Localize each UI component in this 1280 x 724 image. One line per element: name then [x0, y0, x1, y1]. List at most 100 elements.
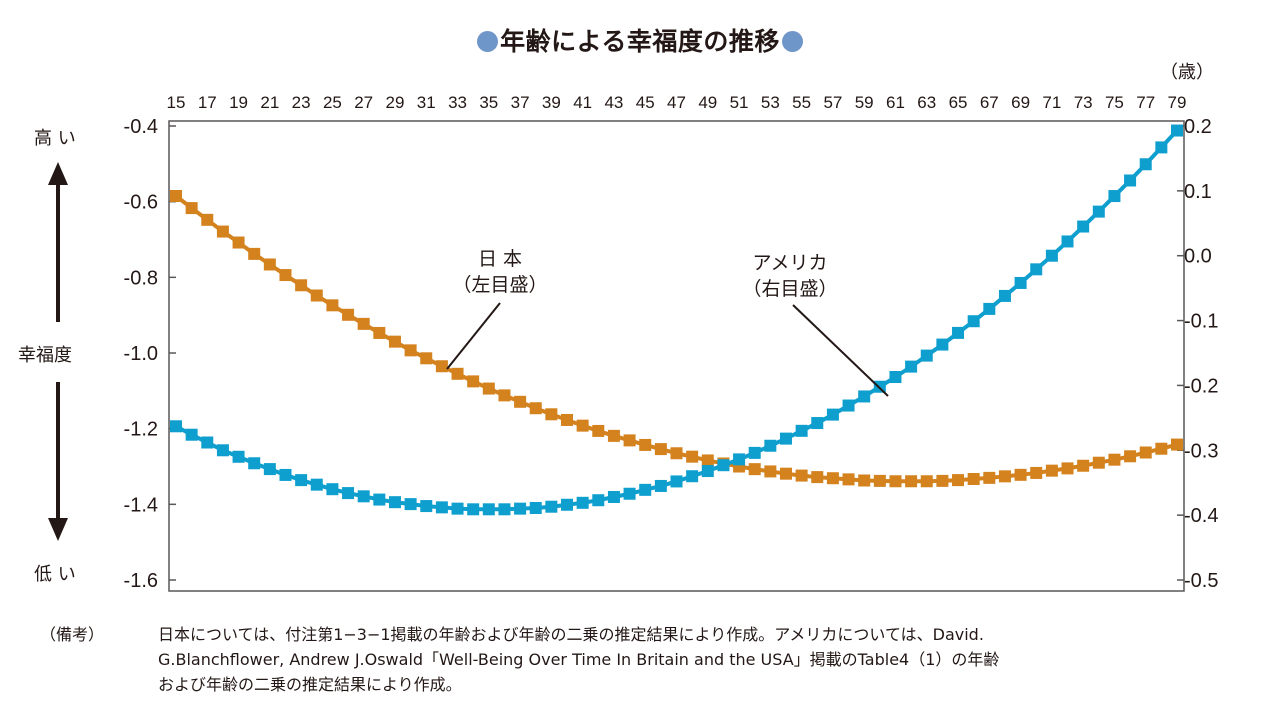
x-tick-label: 79	[1168, 93, 1187, 112]
left-tick-label: -0.8	[124, 267, 158, 289]
usa-marker	[717, 459, 730, 472]
japan-marker	[858, 474, 871, 487]
x-tick-label: 63	[917, 93, 936, 112]
left-tick-label: -1.0	[124, 343, 158, 365]
usa-marker	[1014, 276, 1027, 289]
usa-marker	[420, 500, 433, 513]
x-tick-labels: 15 17 19 21 23 25 27 29 31 33 35 37 39 41 43 45 47 49 51 53…	[167, 93, 1187, 112]
usa-marker	[1045, 249, 1058, 262]
x-tick-label: 43	[604, 93, 623, 112]
usa-marker	[795, 424, 808, 437]
japan-marker	[1139, 446, 1152, 459]
title-dot-right-icon	[781, 31, 803, 52]
annotation-japan: 日 本 （左目盛）	[440, 246, 560, 298]
arrow-down-icon	[48, 518, 68, 541]
japan-marker	[373, 326, 386, 339]
japan-marker	[310, 289, 323, 302]
japan-marker	[185, 202, 198, 215]
usa-marker	[936, 338, 949, 351]
y-axis-title: 幸福度	[18, 345, 72, 366]
japan-marker	[1092, 456, 1105, 469]
x-tick-label: 69	[1011, 93, 1030, 112]
japan-line	[174, 194, 1178, 484]
japan-marker	[983, 471, 996, 484]
usa-marker	[952, 326, 965, 339]
japan-marker	[529, 402, 542, 415]
usa-marker	[811, 417, 824, 430]
usa-leader-line	[792, 304, 889, 397]
japan-marker	[295, 279, 308, 292]
x-tick-label: 31	[417, 93, 436, 112]
usa-marker	[498, 503, 511, 516]
japan-marker	[905, 475, 918, 488]
usa-marker	[357, 490, 370, 503]
usa-marker	[1108, 190, 1121, 203]
japan-marker	[279, 269, 292, 282]
japan-marker	[514, 395, 527, 408]
japan-marker	[404, 344, 417, 357]
japan-marker	[248, 247, 261, 260]
usa-marker	[998, 289, 1011, 302]
usa-marker	[623, 487, 636, 500]
japan-marker	[592, 424, 605, 437]
usa-marker	[451, 502, 464, 515]
x-tick-label: 39	[542, 93, 561, 112]
japan-marker	[748, 463, 761, 476]
usa-marker	[279, 468, 292, 481]
japan-marker	[561, 413, 574, 426]
japan-marker	[1077, 459, 1090, 472]
japan-marker	[998, 470, 1011, 483]
usa-marker	[388, 496, 401, 509]
japan-marker	[952, 474, 965, 487]
usa-marker	[779, 432, 792, 445]
x-tick-label: 17	[198, 93, 217, 112]
notes-line: G.Blanchflower, Andrew J.Oswald「Well-Bei…	[158, 650, 1000, 669]
japan-marker	[467, 375, 480, 388]
x-tick-label: 45	[636, 93, 655, 112]
usa-marker	[310, 478, 323, 491]
x-tick-label: 25	[323, 93, 342, 112]
x-tick-label: 35	[479, 93, 498, 112]
annotation-japan-name: 日 本	[477, 248, 523, 270]
usa-marker	[701, 465, 714, 478]
japan-marker	[357, 317, 370, 330]
usa-marker	[545, 500, 558, 513]
x-tick-label: 37	[511, 93, 530, 112]
japan-marker	[1124, 450, 1137, 463]
usa-marker	[1139, 158, 1152, 171]
usa-marker	[686, 470, 699, 483]
right-tick-label: -0.4	[1184, 505, 1218, 527]
x-tick-label: 29	[386, 93, 405, 112]
right-tick-label: 0.2	[1184, 116, 1212, 138]
x-tick-label: 61	[886, 93, 905, 112]
japan-marker	[482, 382, 495, 395]
japan-marker	[388, 335, 401, 348]
japan-marker	[326, 299, 339, 312]
japan-marker	[795, 469, 808, 482]
left-tick-label: -1.2	[124, 419, 158, 441]
annotation-usa-name: アメリカ	[752, 252, 828, 274]
usa-marker	[404, 498, 417, 511]
japan-marker	[545, 408, 558, 421]
usa-marker	[1061, 235, 1074, 248]
left-tick-label: -1.4	[124, 494, 158, 516]
usa-marker	[748, 446, 761, 459]
x-tick-label: 77	[1136, 93, 1155, 112]
usa-marker	[983, 302, 996, 315]
japan-marker	[811, 471, 824, 484]
japan-leader-line	[446, 302, 501, 370]
usa-marker	[858, 390, 871, 403]
japan-marker	[654, 443, 667, 456]
japan-marker	[686, 450, 699, 463]
usa-marker	[435, 501, 448, 514]
usa-marker	[1077, 220, 1090, 233]
usa-marker	[905, 360, 918, 373]
japan-marker	[967, 472, 980, 485]
right-tick-label: -0.2	[1184, 375, 1218, 397]
usa-marker	[170, 420, 182, 433]
usa-marker	[529, 502, 542, 515]
japan-marker	[201, 213, 214, 226]
plot-frame	[168, 120, 1185, 592]
japan-marker	[670, 447, 683, 460]
